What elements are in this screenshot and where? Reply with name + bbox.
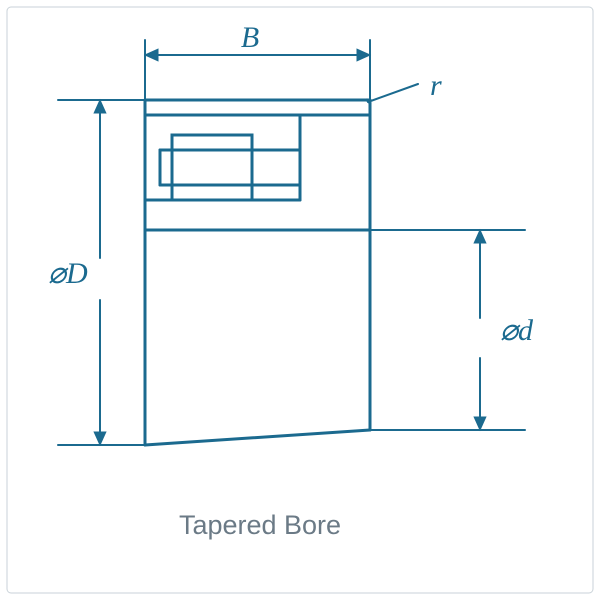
- label-r: r: [430, 69, 442, 102]
- roller: [172, 135, 252, 200]
- bearing-diagram: Br ⌀D ⌀d Tapered Bore: [0, 0, 600, 600]
- frame: [7, 7, 593, 593]
- label-D: ⌀D: [48, 257, 88, 290]
- label-d: ⌀d: [500, 314, 534, 347]
- bearing-section: [145, 100, 370, 445]
- caption: Tapered Bore: [179, 510, 341, 540]
- label-B: B: [241, 21, 259, 54]
